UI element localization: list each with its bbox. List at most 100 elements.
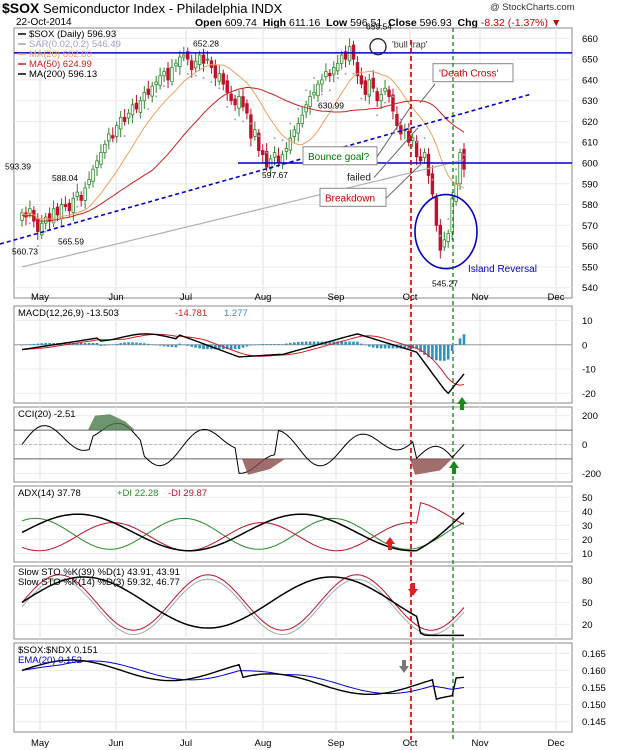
sar-dot [178,70,181,73]
low-label: Low [326,17,348,29]
breakdown-box [319,187,387,207]
candle-body [40,222,44,236]
candle-body [130,104,135,116]
sar-dot [210,81,213,83]
bounce-goal-box [302,146,378,166]
macd-histogram-bar [293,342,296,345]
macd-histogram-bar [427,344,430,358]
candle-body [312,91,316,96]
sto14-d-line [21,578,465,636]
y-tick-label: 20 [582,620,593,631]
legend-entry: ADX(14) 37.78 [18,488,81,499]
candle-body [351,44,356,60]
candle-body [418,156,423,162]
macd-histogram-bar [241,344,245,348]
sar-dot [407,126,410,129]
macd-histogram-bar [308,341,312,345]
sar-dot [218,87,221,90]
candle-body [399,125,403,135]
cci-line [21,422,465,474]
sar-dot [439,234,442,237]
sar-dot [297,108,300,110]
y-tick-label: 580 [582,200,598,211]
candle-body [182,54,186,58]
legend-entry: MACD(12,26,9) -13.503 [18,308,119,319]
macd-histogram-bar [111,344,115,346]
macd-histogram-bar [265,344,268,345]
candle-body [284,148,289,152]
macd-histogram-bar [277,344,280,345]
cci-oversold-fill [242,458,285,475]
y-tick-label: 590 [582,179,598,190]
candle-body [328,72,332,77]
macd-histogram-bar [442,344,446,361]
close-label: Close [388,17,417,29]
candle-body [83,187,87,201]
y-tick-label: 600 [582,159,598,170]
macd-histogram-bar [458,338,462,345]
candle-body [343,51,348,60]
macd-histogram-bar [135,342,138,345]
candle-body [395,114,399,127]
candle-body [213,65,218,79]
macd-histogram-bar [170,344,174,348]
macd-histogram-bar [139,342,142,345]
candle-body [162,71,166,77]
macd-histogram-bar [83,342,87,345]
macd-histogram-bar [344,341,347,345]
y-tick-label: 40 [582,507,593,518]
macd-histogram-bar [328,341,332,345]
candle-body [414,140,419,158]
x-tick-label: Jul [180,292,192,303]
legend-entry: -DI 29.87 [168,488,207,499]
down-arrow-icon [399,660,409,673]
y-tick-label: 640 [582,75,598,86]
ma50-line [21,86,465,222]
macd-histogram-bar [435,344,438,361]
candle-body [28,208,32,215]
candle-body [186,51,190,60]
sar-dot [44,230,47,233]
candle-body [391,94,395,112]
y-tick-label: 10 [582,549,593,560]
y-tick-label: 620 [582,117,598,128]
up-arrow-icon [385,537,395,550]
candle-body [67,202,72,212]
sar-dot [360,97,363,100]
y-tick-label: 0.155 [582,683,606,694]
sar-dot [194,74,197,77]
sar-dot [265,151,268,154]
macd-line [21,333,465,395]
sar-dot [155,95,158,98]
x-tick-label: Sep [328,738,345,749]
y-tick-label: 570 [582,221,598,232]
macd-histogram-bar [28,344,32,345]
island-circle [414,193,478,270]
sar-dot [131,118,134,121]
up-arrow-icon [457,397,467,410]
macd-histogram-bar [75,342,79,345]
candle-body [107,133,111,142]
symbol: $SOX [2,0,40,16]
sto14-k-line [21,574,465,631]
candle-body [261,150,265,156]
candle-body [126,112,131,119]
candle-body [288,137,293,151]
open-label: Open [195,17,222,29]
macd-histogram-bar [411,344,414,349]
sar-dot [139,114,142,117]
candle-body [276,155,281,164]
candle-body [434,197,439,226]
candle-body [71,197,76,213]
candle-body [257,132,261,151]
candle-body [300,114,304,124]
candle-body [115,125,119,137]
candle-body [233,98,237,106]
candle-body [193,60,198,69]
candle-body [197,54,202,65]
trendline [0,93,531,245]
macd-histogram-bar [99,344,103,346]
macd-histogram-bar [360,343,363,345]
y-tick-label: 50 [582,598,593,609]
macd-histogram-bar [64,342,67,345]
